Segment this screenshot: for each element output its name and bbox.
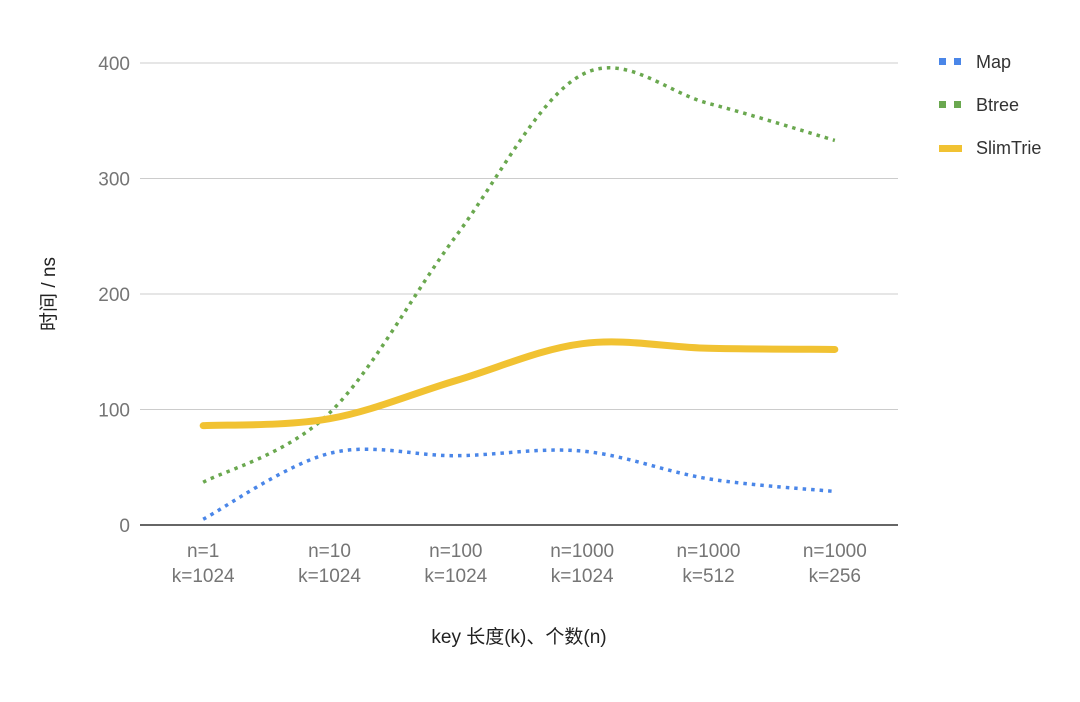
x-tick-label: k=512: [682, 566, 734, 587]
x-tick-labels: n=1 k=1024 n=10 k=1024 n=100 k=1024 n=1000 k=10…: [172, 541, 867, 587]
x-tick-label: k=256: [809, 566, 861, 587]
x-tick-label: k=1024: [298, 566, 361, 587]
y-tick-labels: 0 100 200 300 400: [98, 54, 130, 537]
y-tick-label: 200: [98, 285, 130, 306]
legend-swatch: [954, 58, 961, 65]
x-tick-label: n=1000: [550, 541, 614, 562]
x-tick-label: n=100: [429, 541, 482, 562]
series-line-slimtrie: [199, 338, 839, 430]
legend-swatch: [939, 58, 946, 65]
series-line-map: [202, 447, 836, 521]
legend-label: SlimTrie: [976, 138, 1041, 158]
x-tick-label: k=1024: [172, 566, 235, 587]
gridlines: [140, 62, 898, 410]
series-lines: [199, 66, 839, 521]
legend-label: Btree: [976, 95, 1019, 115]
legend: Map Btree SlimTrie: [939, 52, 1041, 158]
x-axis-title: key 长度(k)、个数(n): [431, 626, 606, 648]
x-tick-label: n=1000: [677, 541, 741, 562]
x-tick-label: n=1000: [803, 541, 867, 562]
y-tick-label: 0: [119, 516, 130, 537]
y-tick-label: 300: [98, 170, 130, 191]
series-line-btree: [202, 66, 836, 484]
x-tick-label: k=1024: [551, 566, 614, 587]
y-axis-title: 时间 / ns: [38, 257, 60, 331]
y-tick-label: 400: [98, 54, 130, 75]
x-tick-label: n=1: [187, 541, 219, 562]
legend-swatch: [954, 101, 961, 108]
x-tick-label: k=1024: [424, 566, 487, 587]
legend-swatch: [939, 145, 962, 152]
x-tick-label: n=10: [308, 541, 351, 562]
legend-label: Map: [976, 52, 1011, 72]
y-tick-label: 100: [98, 401, 130, 422]
legend-swatch: [939, 101, 946, 108]
